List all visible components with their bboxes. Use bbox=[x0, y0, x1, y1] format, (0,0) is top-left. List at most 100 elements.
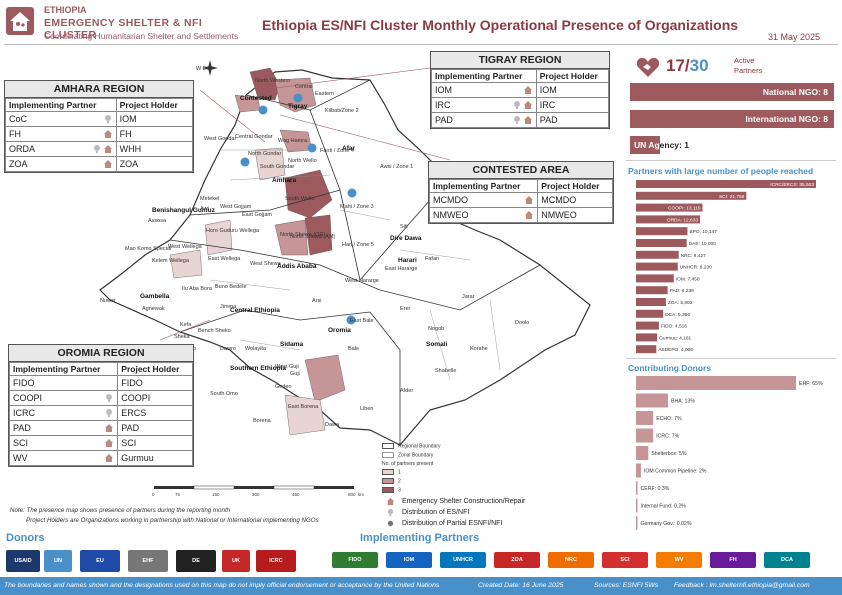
partner-bar-label: ZOA: 5,892 bbox=[668, 300, 693, 306]
section-divider bbox=[626, 358, 836, 359]
region-label: Benishangul Gumuz bbox=[152, 207, 216, 214]
col-project-holder: Project Holder bbox=[537, 179, 613, 193]
table-row: ICRC ERCS bbox=[8, 405, 193, 421]
region-label: West Shewa bbox=[250, 261, 282, 267]
region-label: Horo Guduru Wellega bbox=[206, 228, 260, 234]
region-label: Arsi bbox=[312, 298, 321, 304]
holder-cell: WHH bbox=[115, 141, 194, 157]
uk-logo: UK bbox=[222, 550, 250, 572]
donor-bar-label: ICRC: 7% bbox=[656, 434, 679, 440]
report-date: 31 May 2025 bbox=[768, 32, 821, 42]
region-label: Wolayita bbox=[245, 346, 267, 352]
region-label: East Wellega bbox=[208, 256, 241, 262]
partner-bar-label: DCA: 5,366 bbox=[665, 312, 690, 318]
bulb-icon bbox=[106, 409, 113, 417]
partner-bar bbox=[636, 191, 747, 200]
map-legend: Regional Boundary Zonal Boundary No. of … bbox=[382, 443, 562, 533]
table-row: ORDA WHH bbox=[5, 141, 194, 157]
col-project-holder: Project Holder bbox=[117, 362, 193, 376]
region-label: Nogob bbox=[428, 326, 444, 332]
bulb-icon bbox=[104, 115, 111, 123]
house-icon bbox=[105, 424, 114, 432]
region-label: West Hararge bbox=[345, 278, 379, 284]
org-tagline: Coordinating Humanitarian Shelter and Se… bbox=[44, 31, 239, 41]
legend-item-construction: Emergency Shelter Construction/Repair bbox=[402, 498, 526, 505]
legend-regional: Regional Boundary bbox=[382, 443, 441, 449]
holder-cell: NMWEO bbox=[537, 207, 613, 223]
house-icon bbox=[105, 439, 114, 447]
icrc-logo: ICRC bbox=[256, 550, 296, 572]
scale-tick: 75 bbox=[175, 492, 181, 497]
partner-cell: PAD bbox=[431, 112, 537, 128]
partner-logo: SCI bbox=[602, 552, 648, 568]
partner-bar bbox=[636, 227, 688, 236]
partner-bar bbox=[636, 274, 674, 283]
compass-label: W E S bbox=[196, 66, 212, 72]
footer-feedback: Feedback : im.shelternfi.ethiopia@gmail.… bbox=[674, 582, 810, 589]
region-label: Agnewak bbox=[142, 306, 165, 312]
holder-cell: FH bbox=[115, 126, 194, 142]
footer-disclaimer: The boundaries and names shown and the d… bbox=[4, 582, 440, 589]
region-label: Contested bbox=[240, 95, 272, 102]
bulb-icon bbox=[106, 394, 113, 402]
region-label: Afar bbox=[342, 145, 355, 152]
implementing-partners-title: Implementing Partners bbox=[360, 532, 480, 544]
col-project-holder: Project Holder bbox=[535, 69, 610, 83]
note-project-holders: Project Holders are Organizations workin… bbox=[26, 517, 319, 524]
map-marker-east-bale bbox=[346, 315, 356, 325]
region-label: Hari / Zone 5 bbox=[342, 242, 374, 248]
table-row: PAD PAD bbox=[8, 420, 193, 436]
donor-bar bbox=[636, 463, 641, 478]
region-label: Dawa bbox=[325, 422, 340, 428]
region-label: Somali bbox=[426, 341, 448, 348]
region-label: North Western bbox=[255, 78, 290, 84]
legend-level-3: 3 bbox=[382, 487, 401, 493]
table-row: MCMDO MCMDO bbox=[428, 192, 613, 208]
donor-bar-label: IOM Common Pipeline: 2% bbox=[644, 469, 707, 475]
holder-cell: FIDO bbox=[117, 375, 193, 391]
bulb-icon bbox=[513, 101, 520, 109]
table-row: ZOA ZOA bbox=[5, 156, 194, 172]
table-row: SCI SCI bbox=[8, 435, 193, 451]
un-agency-bar bbox=[630, 136, 660, 154]
partner-cell: FH bbox=[5, 126, 117, 142]
table-row: PAD PAD bbox=[431, 112, 610, 128]
region-label: Metekel bbox=[200, 196, 219, 202]
region-label: Fafan bbox=[425, 256, 439, 262]
tigray-title: TIGRAY REGION bbox=[431, 52, 609, 69]
footer-sources: Sources: ESNFI 5Ws bbox=[594, 582, 659, 589]
house-icon bbox=[523, 86, 532, 94]
ehf-logo: EHF bbox=[128, 550, 168, 572]
region-label: Fanti / Zone 4 bbox=[320, 148, 354, 154]
house-icon bbox=[386, 497, 395, 506]
region-label: Shabelle bbox=[435, 368, 456, 374]
donors-chart-title: Contributing Donors bbox=[628, 363, 712, 373]
eu-logo: EU bbox=[80, 550, 120, 572]
region-label: Jarar bbox=[462, 294, 475, 300]
region-label: North Gondar bbox=[248, 151, 281, 157]
region-label: North Wello bbox=[288, 158, 317, 164]
region-label: Siti bbox=[400, 224, 408, 230]
region-label: Bench Sheko bbox=[198, 328, 231, 334]
holder-cell: PAD bbox=[117, 420, 193, 436]
donor-bar bbox=[636, 481, 638, 495]
bulb-icon bbox=[387, 508, 394, 517]
map-zone-north-shewa-or bbox=[274, 219, 309, 256]
region-label: Oromia bbox=[328, 327, 351, 334]
region-label: Southern Ethiopia bbox=[230, 365, 286, 372]
contested-table: CONTESTED AREA Implementing Partner Proje… bbox=[428, 161, 614, 224]
region-label: Central bbox=[295, 84, 313, 90]
partner-bar bbox=[636, 239, 687, 247]
tigray-table: TIGRAY REGION Implementing Partner Projec… bbox=[430, 51, 610, 129]
region-label: Kefa bbox=[180, 322, 192, 328]
scale-bar: 0 75 150 300 450 600 km bbox=[152, 485, 364, 497]
col-implementing-partner: Implementing Partner bbox=[431, 69, 537, 83]
region-label: Ilu Aba Bora bbox=[182, 286, 213, 292]
house-icon bbox=[105, 454, 114, 462]
partner-bar-label: UNHCR: 8,230 bbox=[680, 265, 712, 271]
partner-bar bbox=[636, 286, 668, 295]
map-marker-south-gondar bbox=[240, 157, 250, 167]
scale-unit: km bbox=[358, 492, 364, 497]
region-label: Central Gondar bbox=[235, 134, 273, 140]
partner-cell: MCMDO bbox=[428, 192, 539, 208]
